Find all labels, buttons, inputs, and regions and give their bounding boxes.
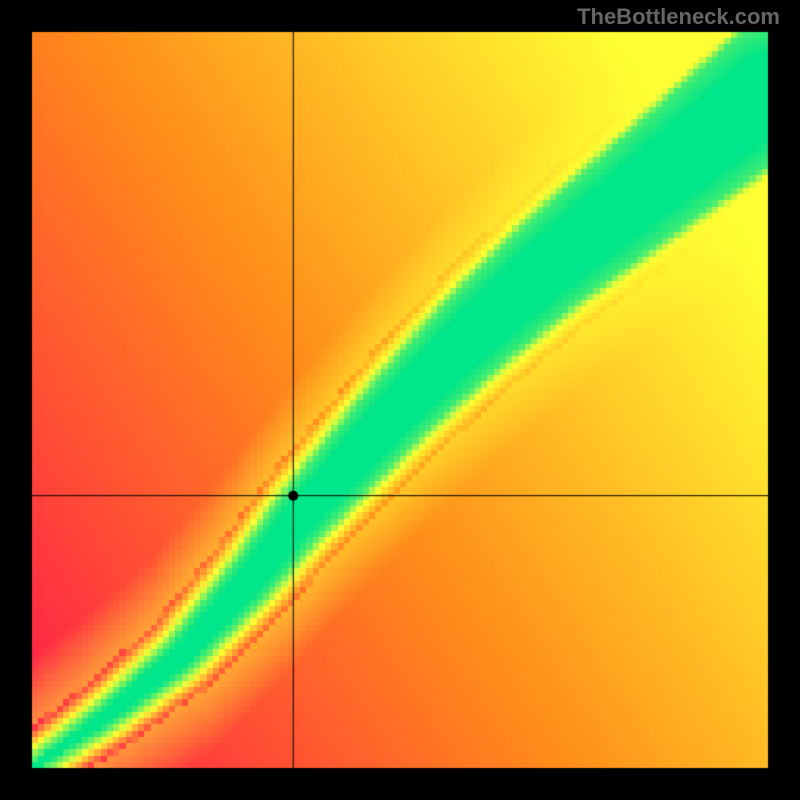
heatmap-canvas xyxy=(0,0,800,800)
watermark-text: TheBottleneck.com xyxy=(577,4,780,30)
bottleneck-heatmap-chart: TheBottleneck.com xyxy=(0,0,800,800)
